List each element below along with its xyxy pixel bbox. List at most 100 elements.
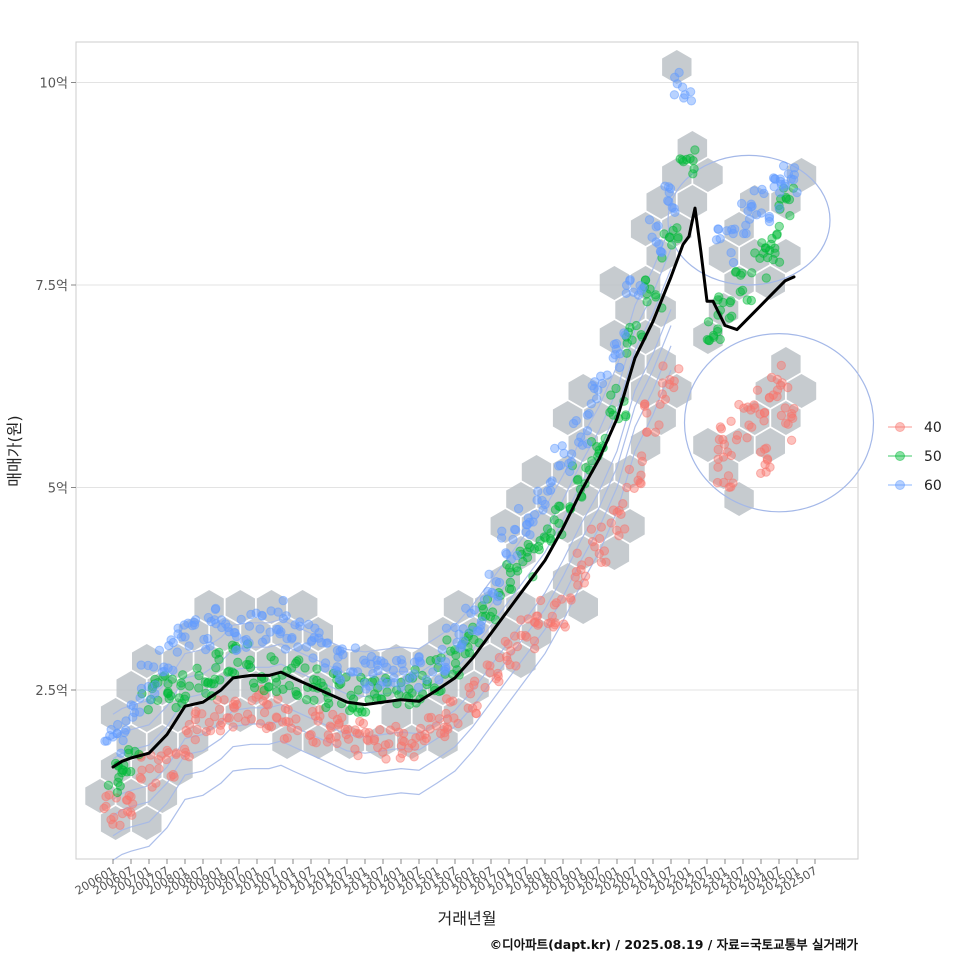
point-60 xyxy=(246,609,256,620)
hexbin-cell xyxy=(599,320,630,354)
hexbin-cell xyxy=(599,266,630,300)
point-60 xyxy=(100,736,110,746)
point-40 xyxy=(224,713,234,723)
point-60 xyxy=(402,675,412,685)
point-50 xyxy=(757,238,767,248)
point-60 xyxy=(452,637,462,648)
point-50 xyxy=(725,297,735,308)
hexbin-cell xyxy=(100,806,131,840)
point-60 xyxy=(533,486,543,496)
point-50 xyxy=(611,383,621,394)
point-40 xyxy=(586,524,597,534)
point-40 xyxy=(726,482,736,492)
point-60 xyxy=(441,662,451,673)
point-60 xyxy=(467,625,477,636)
point-50 xyxy=(651,292,661,302)
point-40 xyxy=(426,712,436,723)
hexbin-cell xyxy=(584,509,614,543)
point-50 xyxy=(266,652,276,662)
point-60 xyxy=(136,660,146,670)
point-40 xyxy=(209,712,220,722)
point-40 xyxy=(783,382,793,393)
point-60 xyxy=(173,629,183,639)
point-60 xyxy=(553,461,564,471)
point-50 xyxy=(214,647,224,658)
point-40 xyxy=(358,718,369,729)
point-60 xyxy=(597,378,608,389)
point-60 xyxy=(368,668,378,679)
point-40 xyxy=(472,701,482,711)
point-60 xyxy=(550,443,560,454)
point-40 xyxy=(579,578,589,588)
point-60 xyxy=(108,732,118,742)
point-40 xyxy=(184,752,194,762)
point-40 xyxy=(423,713,434,723)
point-50 xyxy=(263,682,273,692)
trend-line xyxy=(111,206,796,769)
point-50 xyxy=(535,536,545,546)
point-60 xyxy=(788,175,799,185)
point-50 xyxy=(382,687,392,697)
point-60 xyxy=(602,370,612,380)
point-60 xyxy=(591,394,602,404)
point-60 xyxy=(663,196,673,206)
point-50 xyxy=(482,594,493,604)
point-40 xyxy=(463,703,473,713)
point-60 xyxy=(301,642,312,652)
point-60 xyxy=(236,614,246,625)
source-caption: ©디아파트(dapt.kr) / 2025.08.19 / 자료=국토교통부 실… xyxy=(489,937,858,952)
legend: 40 50 60 xyxy=(888,420,942,494)
point-60 xyxy=(665,183,676,194)
point-40 xyxy=(614,531,624,541)
point-50 xyxy=(153,695,163,705)
point-50 xyxy=(122,767,132,777)
point-60 xyxy=(308,653,318,663)
point-40 xyxy=(594,533,605,544)
point-60 xyxy=(126,700,136,710)
point-60 xyxy=(469,605,480,615)
hexbin-cell xyxy=(521,617,552,651)
point-60 xyxy=(378,677,388,687)
point-60 xyxy=(332,662,342,672)
hexbin-cell xyxy=(85,779,115,813)
point-60 xyxy=(128,712,138,722)
point-40 xyxy=(624,464,635,475)
y-tick-label: 5억 xyxy=(48,482,68,497)
point-60 xyxy=(764,213,774,224)
point-60 xyxy=(118,735,128,746)
point-60 xyxy=(475,624,485,635)
point-50 xyxy=(450,658,461,668)
point-60 xyxy=(346,667,356,677)
point-60 xyxy=(621,288,631,298)
point-50 xyxy=(549,515,559,525)
point-60 xyxy=(653,221,663,231)
point-40 xyxy=(750,403,760,413)
point-60 xyxy=(528,517,538,527)
point-60 xyxy=(651,237,661,247)
point-60 xyxy=(466,608,476,618)
point-40 xyxy=(565,593,576,603)
hexbin-cell xyxy=(381,698,411,732)
point-50 xyxy=(269,655,279,665)
legend-label-40: 40 xyxy=(924,420,942,436)
point-50 xyxy=(143,705,154,715)
point-40 xyxy=(522,632,532,642)
y-tick-label: 2.5억 xyxy=(35,684,68,699)
point-60 xyxy=(621,280,632,290)
point-60 xyxy=(278,595,288,606)
point-50 xyxy=(292,656,302,667)
point-40 xyxy=(485,667,495,678)
point-40 xyxy=(322,737,333,747)
point-40 xyxy=(431,721,441,731)
point-60 xyxy=(261,634,271,645)
point-40 xyxy=(232,699,242,710)
point-40 xyxy=(104,790,114,800)
hexbin-cell xyxy=(490,509,520,543)
point-60 xyxy=(726,248,736,258)
density-contour xyxy=(112,325,672,817)
point-60 xyxy=(660,181,670,191)
point-60 xyxy=(747,201,757,212)
point-50 xyxy=(730,267,741,277)
point-60 xyxy=(484,569,494,579)
point-50 xyxy=(747,268,757,278)
